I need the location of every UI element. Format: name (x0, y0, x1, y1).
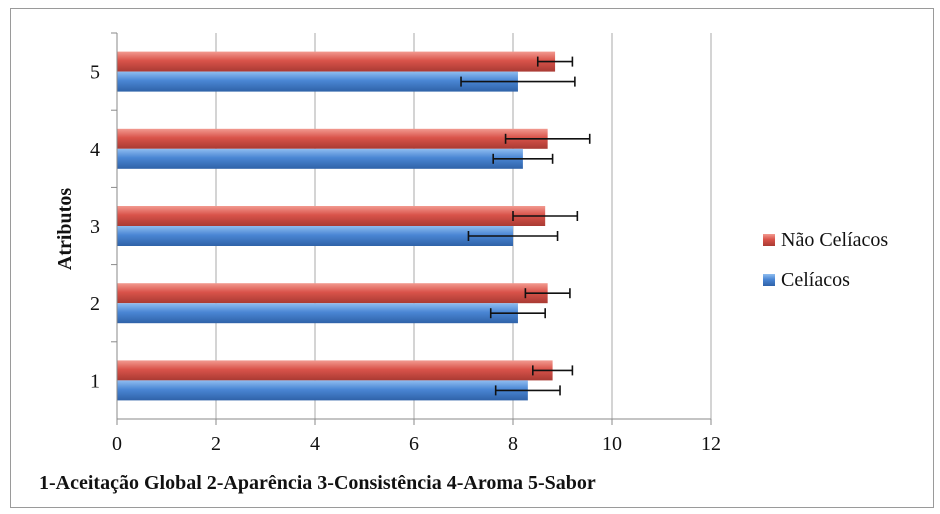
y-tick-label-2: 2 (90, 293, 100, 315)
bars (117, 51, 556, 401)
bar-celiacos-4 (117, 148, 523, 169)
error-bar-celiacos-2 (489, 308, 546, 319)
error-bar-nao-celiacos-1 (531, 365, 574, 376)
legend-swatch-celiacos (763, 274, 775, 286)
legend: Não Celíacos Celíacos (763, 229, 888, 291)
y-tick-label-1: 1 (90, 370, 100, 392)
bar-celiacos-5 (117, 71, 518, 92)
bar-nao-celiacos-1 (117, 360, 553, 381)
legend-label-celiacos: Celíacos (781, 269, 850, 291)
x-tick-label-6: 6 (409, 433, 419, 455)
y-tick-label-5: 5 (90, 62, 100, 84)
bar-celiacos-1 (117, 380, 528, 401)
error-bar-nao-celiacos-5 (536, 56, 574, 67)
bar-nao-celiacos-4 (117, 128, 548, 149)
y-axis-title: Atributos (54, 188, 76, 270)
bar-celiacos-2 (117, 303, 518, 324)
error-bar-nao-celiacos-2 (524, 288, 571, 299)
legend-label-nao-celiacos: Não Celíacos (781, 229, 888, 251)
x-tick-label-12: 12 (701, 433, 721, 455)
x-tick-label-10: 10 (602, 433, 622, 455)
y-tick-label-3: 3 (90, 216, 100, 238)
chart-caption: 1-Aceitação Global 2-Aparência 3-Consist… (39, 472, 596, 494)
bar-nao-celiacos-3 (117, 206, 546, 226)
x-tick-label-8: 8 (508, 433, 518, 455)
error-bar-nao-celiacos-3 (512, 211, 579, 221)
error-bar-nao-celiacos-4 (504, 133, 591, 144)
error-bar-celiacos-4 (492, 153, 554, 164)
error-bar-celiacos-1 (494, 385, 561, 396)
error-bar-celiacos-3 (467, 231, 559, 241)
legend-swatch-nao-celiacos (763, 234, 775, 246)
x-tick-label-4: 4 (310, 433, 320, 455)
chart-frame: 0 2 4 6 8 10 12 1 2 3 4 5 Não Celíacos Celíacos Atri… (10, 8, 934, 508)
bar-nao-celiacos-2 (117, 283, 548, 304)
x-tick-label-0: 0 (112, 433, 122, 455)
bar-celiacos-3 (117, 226, 513, 246)
x-tick-label-2: 2 (211, 433, 221, 455)
y-tick-label-4: 4 (90, 139, 100, 161)
error-bars (460, 56, 591, 396)
bar-nao-celiacos-5 (117, 51, 556, 72)
error-bar-celiacos-5 (460, 76, 576, 87)
